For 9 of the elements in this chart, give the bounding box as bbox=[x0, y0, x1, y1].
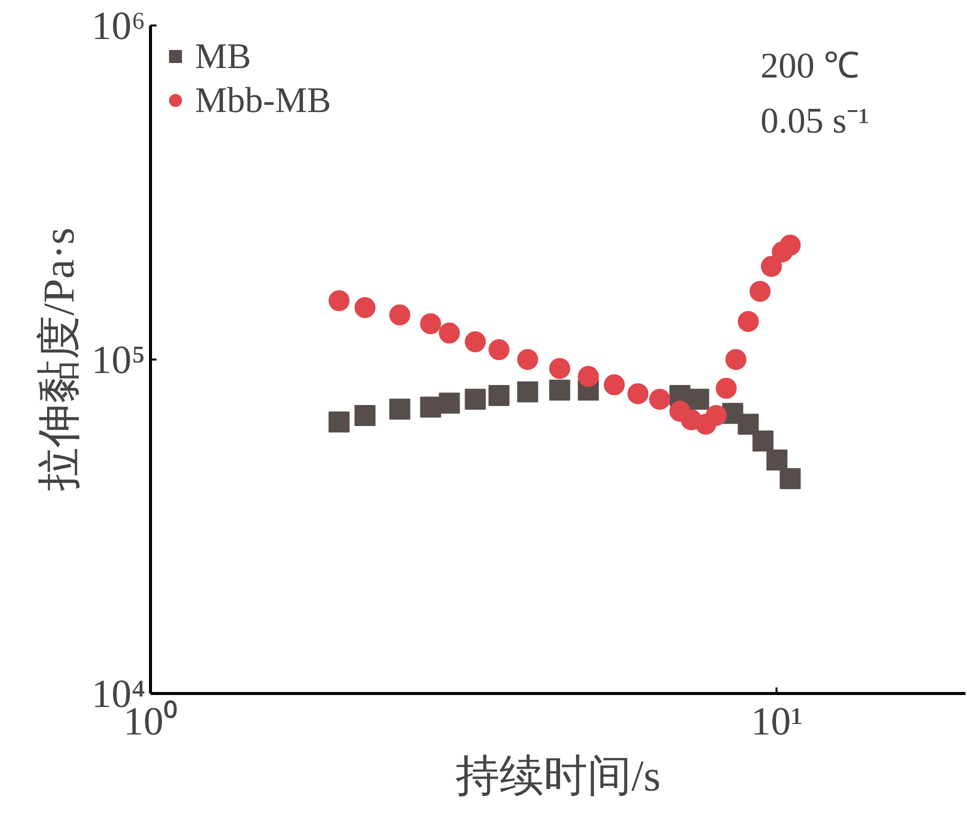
legend-label: Mbb-MB bbox=[195, 79, 332, 121]
x-axis-title: 持续时间/s bbox=[455, 752, 661, 800]
y-tick-label: 10⁶ bbox=[92, 3, 146, 48]
annotation: 200 ℃ bbox=[760, 46, 860, 86]
annotation: 0.05 s⁻¹ bbox=[760, 100, 870, 140]
legend-label: MB bbox=[195, 35, 252, 77]
y-axis-title: 拉伸黏度/Pa·s bbox=[34, 228, 84, 492]
y-tick-label: 10⁵ bbox=[92, 337, 146, 382]
x-tick-label: 10¹ bbox=[750, 698, 803, 744]
